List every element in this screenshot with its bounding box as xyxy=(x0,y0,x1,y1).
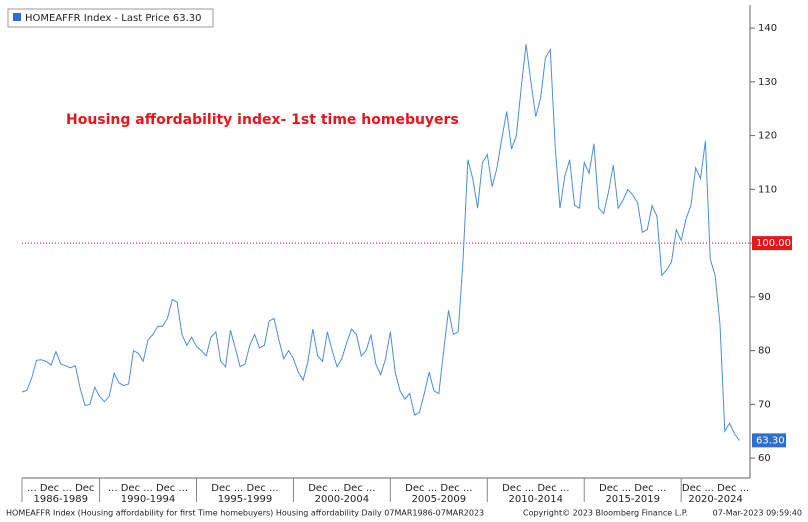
x-minor-labels: Dec ... Dec ... xyxy=(211,483,278,494)
reference-label: 100.00 xyxy=(756,238,791,249)
x-minor-labels: Dec ... Dec ... xyxy=(599,483,666,494)
y-tick-label: 110 xyxy=(758,184,777,195)
x-period-label: 1986-1989 xyxy=(34,494,89,505)
x-period-label: 1990-1994 xyxy=(121,494,176,505)
x-minor-labels: Dec ... Dec ... xyxy=(308,483,375,494)
y-tick-label: 130 xyxy=(758,77,777,88)
x-period-label: 2005-2009 xyxy=(412,494,467,505)
x-minor-labels: Dec ... Dec ... xyxy=(405,483,472,494)
legend-swatch xyxy=(13,13,21,21)
footer-left: HOMEAFFR Index (Housing affordability fo… xyxy=(6,509,484,518)
x-period-label: 2020-2024 xyxy=(688,494,743,505)
y-tick-label: 60 xyxy=(758,453,771,464)
annotation: Housing affordability index- 1st time ho… xyxy=(66,112,459,128)
footer-right: 07-Mar-2023 09:59:40 xyxy=(713,509,802,518)
x-minor-labels: Dec ... Dec ... xyxy=(682,483,749,494)
x-minor-labels: ... Dec ... Dec xyxy=(27,483,94,494)
footer-center: Copyright© 2023 Bloomberg Finance L.P. xyxy=(523,509,688,518)
x-period-label: 2015-2019 xyxy=(605,494,660,505)
x-period-label: 2000-2004 xyxy=(315,494,370,505)
y-tick-label: 80 xyxy=(758,346,771,357)
x-period-label: 2010-2014 xyxy=(509,494,564,505)
y-tick-label: 70 xyxy=(758,399,771,410)
legend-box xyxy=(7,8,214,28)
last-label: 63.30 xyxy=(756,435,785,446)
y-tick-label: 120 xyxy=(758,131,777,142)
y-tick-label: 140 xyxy=(758,23,777,34)
reference-label-box xyxy=(752,236,792,251)
x-minor-labels: ... Dec ... Dec ... xyxy=(108,483,188,494)
last-label-box xyxy=(752,433,786,448)
legend-text: HOMEAFFR Index - Last Price 63.30 xyxy=(25,13,202,24)
x-minor-labels: Dec ... Dec ... xyxy=(502,483,569,494)
x-period-label: 1995-1999 xyxy=(218,494,273,505)
data-line xyxy=(21,44,740,441)
y-tick-label: 90 xyxy=(758,292,771,303)
